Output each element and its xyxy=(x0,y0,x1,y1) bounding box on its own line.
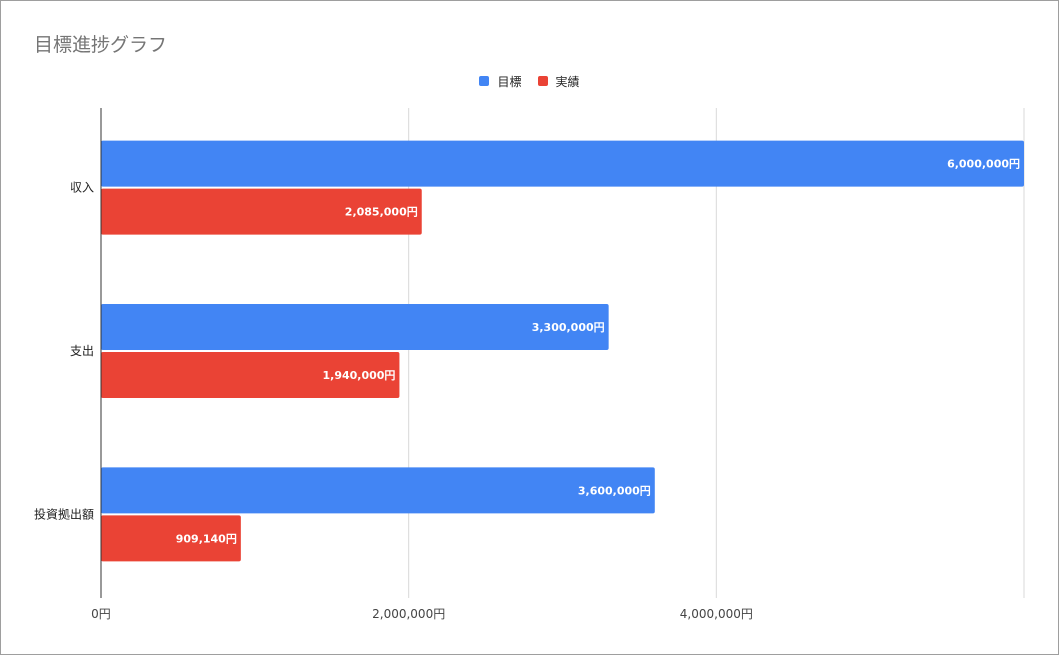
legend-item-target[interactable]: 目標 xyxy=(479,73,522,90)
legend-label-actual: 実績 xyxy=(555,74,580,89)
x-tick-label-0: 0円 xyxy=(91,607,111,621)
x-tick-label-1: 2,000,000円 xyxy=(372,607,445,621)
bar-0-0[interactable] xyxy=(101,140,1024,187)
bar-value-label-1-1: 1,940,000円 xyxy=(322,369,395,382)
bar-value-label-1-0: 2,085,000円 xyxy=(345,206,418,219)
bar-1-2[interactable] xyxy=(101,515,241,562)
bar-0-2[interactable] xyxy=(101,467,655,514)
bar-1-1[interactable] xyxy=(101,352,400,398)
legend-label-target: 目標 xyxy=(497,74,522,89)
bar-value-label-0-0: 6,000,000円 xyxy=(947,158,1020,171)
category-label-1: 支出 xyxy=(70,344,94,358)
bar-value-label-0-1: 3,300,000円 xyxy=(532,321,605,334)
legend-swatch-target xyxy=(479,76,490,86)
category-label-2: 投資拠出額 xyxy=(34,506,94,521)
category-label-0: 収入 xyxy=(70,181,94,195)
bar-1-0[interactable] xyxy=(101,188,422,235)
x-tick-label-2: 4,000,000円 xyxy=(680,607,753,621)
legend-item-actual[interactable]: 実績 xyxy=(537,73,580,90)
chart-title: 目標進捗グラフ xyxy=(34,34,168,56)
bar-0-1[interactable] xyxy=(101,304,609,350)
legend-swatch-actual xyxy=(537,76,548,86)
bar-value-label-0-2: 3,600,000円 xyxy=(578,484,651,497)
bar-value-label-1-2: 909,140円 xyxy=(176,532,237,545)
legend: 目標 実績 xyxy=(0,72,1059,90)
